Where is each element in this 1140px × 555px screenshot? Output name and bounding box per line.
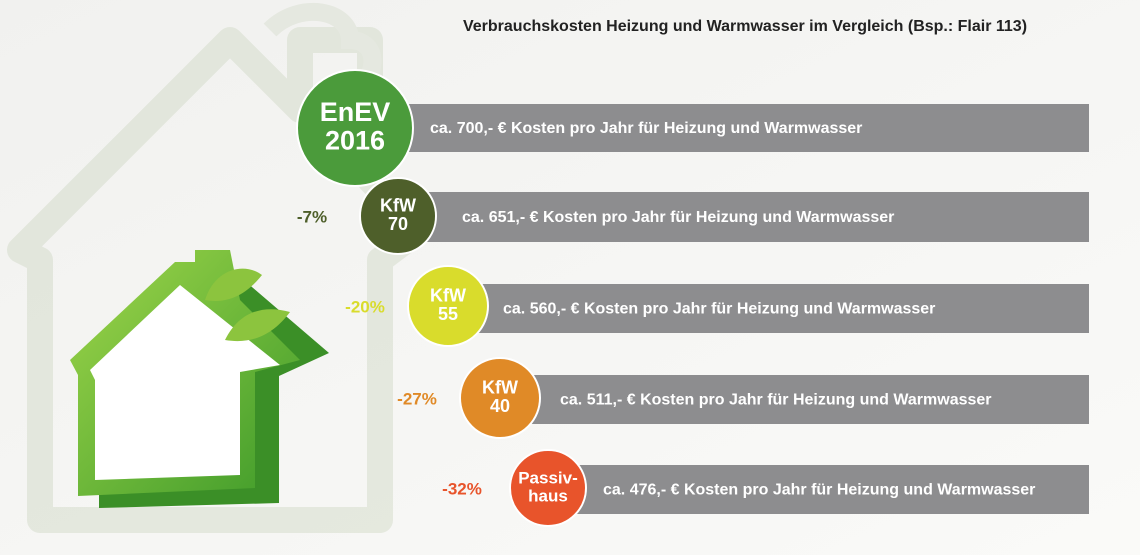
house-icon bbox=[70, 250, 329, 508]
badge-label: EnEV bbox=[320, 97, 391, 127]
badge-label: 2016 bbox=[325, 125, 385, 155]
badge-circle bbox=[407, 265, 489, 347]
savings-percent: -32% bbox=[442, 479, 482, 498]
cost-bar bbox=[420, 192, 1089, 242]
cost-text: ca. 560,- € Kosten pro Jahr für Heizung … bbox=[503, 301, 935, 318]
badge-circle bbox=[359, 177, 437, 255]
cost-text: ca. 511,- € Kosten pro Jahr für Heizung … bbox=[560, 392, 992, 409]
cost-bar bbox=[470, 284, 1089, 333]
badge-label: 55 bbox=[438, 304, 458, 324]
badge-label: KfW bbox=[482, 377, 518, 397]
badge-label: KfW bbox=[430, 285, 466, 305]
cost-bar bbox=[520, 375, 1089, 424]
badge-circle bbox=[296, 69, 414, 187]
cost-bar bbox=[570, 465, 1089, 514]
cost-text: ca. 476,- € Kosten pro Jahr für Heizung … bbox=[603, 482, 1035, 499]
badge-label: Passiv- bbox=[518, 469, 578, 488]
savings-percent: -27% bbox=[397, 389, 437, 408]
badge-label: haus bbox=[528, 486, 568, 505]
badge-circle bbox=[509, 449, 587, 527]
badge-circle bbox=[459, 357, 541, 439]
badge-label: KfW bbox=[380, 195, 416, 215]
savings-percent: -7% bbox=[297, 207, 327, 226]
savings-percent: -20% bbox=[345, 297, 385, 316]
badge-label: 40 bbox=[490, 396, 510, 416]
cost-bar bbox=[400, 104, 1089, 152]
badge-label: 70 bbox=[388, 214, 408, 234]
cost-text: ca. 700,- € Kosten pro Jahr für Heizung … bbox=[430, 120, 862, 137]
cost-text: ca. 651,- € Kosten pro Jahr für Heizung … bbox=[462, 209, 894, 226]
title: Verbrauchskosten Heizung und Warmwasser … bbox=[463, 18, 1027, 35]
